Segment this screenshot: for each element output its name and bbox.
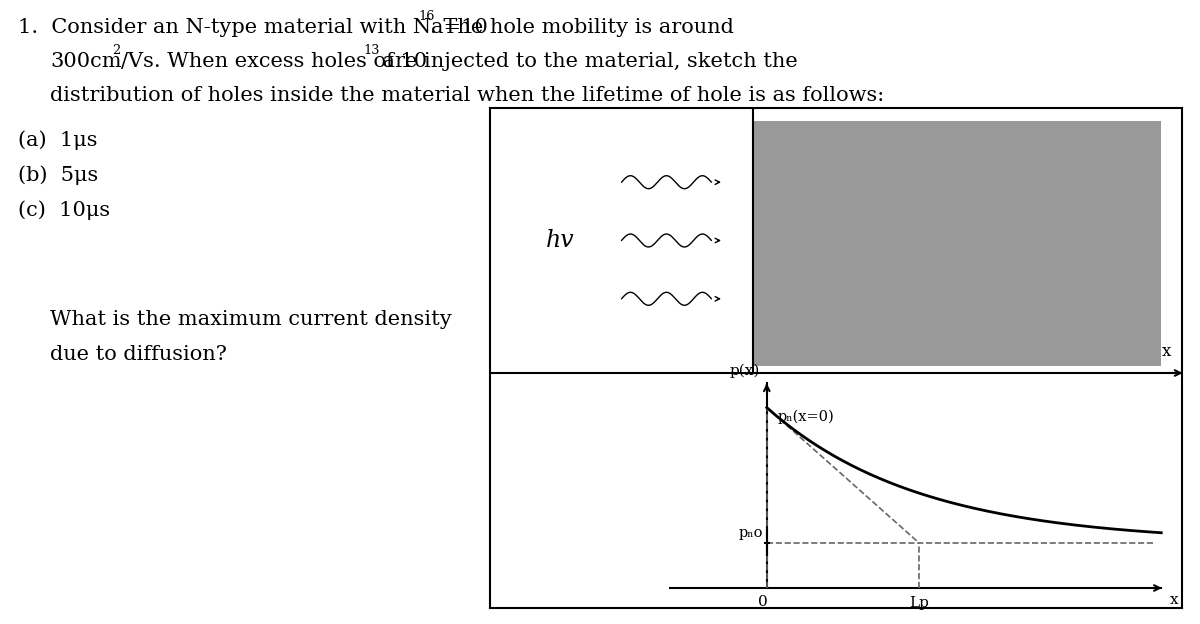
Text: distribution of holes inside the material when the lifetime of hole is as follow: distribution of holes inside the materia… <box>50 86 884 105</box>
Text: p(x): p(x) <box>730 364 760 378</box>
Text: pₙo: pₙo <box>739 527 763 540</box>
Text: /Vs. When excess holes of 10: /Vs. When excess holes of 10 <box>121 52 427 71</box>
Text: 13: 13 <box>364 44 379 57</box>
Bar <box>752 120 1162 366</box>
Text: due to diffusion?: due to diffusion? <box>50 345 227 364</box>
Text: pₙ(x=0): pₙ(x=0) <box>778 410 834 424</box>
Text: (a)  1μs: (a) 1μs <box>18 130 97 150</box>
Text: 16: 16 <box>418 10 434 23</box>
Text: 2: 2 <box>112 44 120 57</box>
Text: (b)  5μs: (b) 5μs <box>18 165 98 185</box>
Text: x: x <box>1163 343 1171 361</box>
Text: What is the maximum current density: What is the maximum current density <box>50 310 451 329</box>
Text: 1.  Consider an N-type material with Na=10: 1. Consider an N-type material with Na=1… <box>18 18 488 37</box>
Text: Lp: Lp <box>910 595 929 610</box>
Text: (c)  10μs: (c) 10μs <box>18 200 110 220</box>
Text: 300cm: 300cm <box>50 52 121 71</box>
Text: . The hole mobility is around: . The hole mobility is around <box>430 18 734 37</box>
Text: x: x <box>1170 593 1178 607</box>
Text: hv: hv <box>545 229 574 252</box>
Text: are injected to the material, sketch the: are injected to the material, sketch the <box>376 52 798 71</box>
Text: 0: 0 <box>758 595 768 610</box>
